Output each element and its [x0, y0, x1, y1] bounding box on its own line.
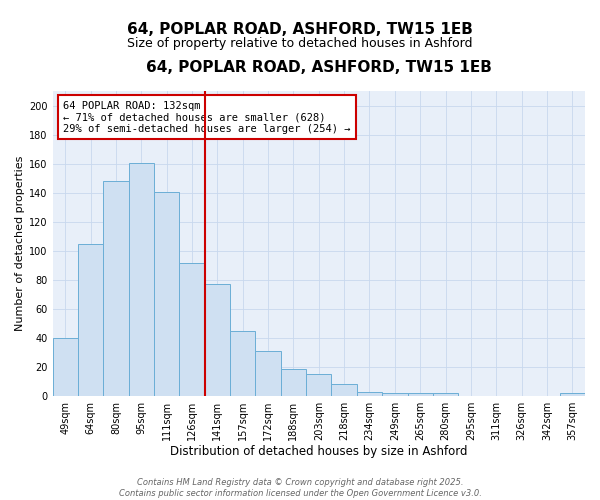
Bar — [78, 244, 103, 396]
Bar — [256, 351, 281, 396]
Bar — [128, 162, 154, 396]
Text: Size of property relative to detached houses in Ashford: Size of property relative to detached ho… — [127, 38, 473, 51]
Bar — [154, 192, 179, 396]
Bar — [205, 284, 230, 396]
Bar — [433, 393, 458, 396]
Bar — [103, 182, 128, 396]
Text: 64 POPLAR ROAD: 132sqm
← 71% of detached houses are smaller (628)
29% of semi-de: 64 POPLAR ROAD: 132sqm ← 71% of detached… — [63, 100, 350, 134]
Bar — [281, 368, 306, 396]
Text: 64, POPLAR ROAD, ASHFORD, TW15 1EB: 64, POPLAR ROAD, ASHFORD, TW15 1EB — [127, 22, 473, 38]
X-axis label: Distribution of detached houses by size in Ashford: Distribution of detached houses by size … — [170, 444, 467, 458]
Bar — [53, 338, 78, 396]
Bar — [331, 384, 357, 396]
Y-axis label: Number of detached properties: Number of detached properties — [15, 156, 25, 332]
Bar — [357, 392, 382, 396]
Title: 64, POPLAR ROAD, ASHFORD, TW15 1EB: 64, POPLAR ROAD, ASHFORD, TW15 1EB — [146, 60, 492, 75]
Bar — [306, 374, 331, 396]
Bar — [382, 393, 407, 396]
Text: Contains HM Land Registry data © Crown copyright and database right 2025.
Contai: Contains HM Land Registry data © Crown c… — [119, 478, 481, 498]
Bar — [407, 393, 433, 396]
Bar — [560, 393, 585, 396]
Bar — [179, 262, 205, 396]
Bar — [230, 331, 256, 396]
